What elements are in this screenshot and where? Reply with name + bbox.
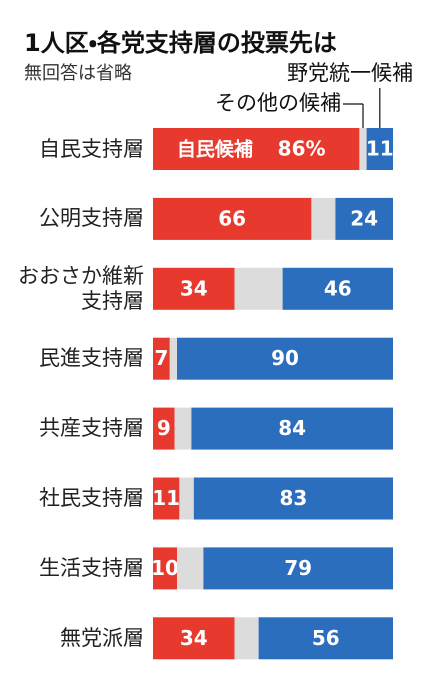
bar-segment: [153, 128, 360, 170]
bar-segment: [193, 477, 393, 520]
legend-label: 野党統一候補: [287, 61, 413, 85]
bar-segment: [153, 547, 177, 590]
value-label: 56: [312, 626, 340, 650]
bar-segment: [174, 407, 192, 450]
bar-segment: [169, 337, 177, 380]
bar-segment: [234, 617, 259, 660]
category-label: 民進支持層: [39, 346, 144, 371]
bar-segment: [311, 197, 336, 240]
value-label: 10: [151, 556, 179, 580]
value-label: 90: [271, 346, 299, 370]
bar-segment: [153, 267, 235, 310]
legend-label: その他の候補: [215, 91, 341, 115]
bar-segment: [179, 477, 194, 520]
chart-title: 1人区・各党支持層の投票先は: [24, 29, 337, 57]
value-label: 84: [278, 416, 306, 440]
category-label: 自民支持層: [39, 136, 144, 161]
bar-segment: [177, 547, 204, 590]
bar-segment: [153, 337, 170, 380]
bar-segment: [153, 477, 180, 520]
bar-segment: [234, 267, 283, 310]
value-label: 34: [180, 276, 208, 300]
bar-segment: [153, 617, 235, 660]
series-label: 自民候補: [177, 138, 253, 161]
category-label: 共産支持層: [39, 416, 144, 441]
value-label: 34: [180, 626, 208, 650]
category-label: 無党派層: [60, 625, 144, 650]
value-label: 24: [350, 206, 378, 230]
value-label: 79: [284, 556, 312, 580]
bar-segment: [191, 407, 393, 450]
chart-subtitle: 無回答は省略: [24, 63, 132, 84]
bar-segment: [335, 197, 393, 240]
category-label: おおさか維新支持層: [18, 263, 144, 313]
bar-segment: [203, 547, 393, 590]
value-label: 11: [152, 486, 180, 510]
bar-segment: [282, 267, 393, 310]
bar-segment: [153, 407, 175, 450]
category-label: 社民支持層: [39, 486, 144, 510]
category-label: 公明支持層: [39, 206, 144, 231]
category-label: 生活支持層: [39, 555, 144, 580]
value-label: 83: [279, 486, 307, 510]
bar-segment: [366, 128, 393, 170]
bar-segment: [359, 128, 367, 170]
value-label: 7: [154, 346, 168, 370]
value-label: 46: [324, 276, 352, 300]
bar-segment: [153, 197, 312, 240]
value-label: 86%: [278, 137, 326, 161]
value-label: 11: [366, 137, 394, 161]
bar-segment: [258, 617, 393, 660]
value-label: 66: [218, 206, 246, 230]
bar-segment: [177, 337, 393, 380]
value-label: 9: [157, 416, 171, 440]
